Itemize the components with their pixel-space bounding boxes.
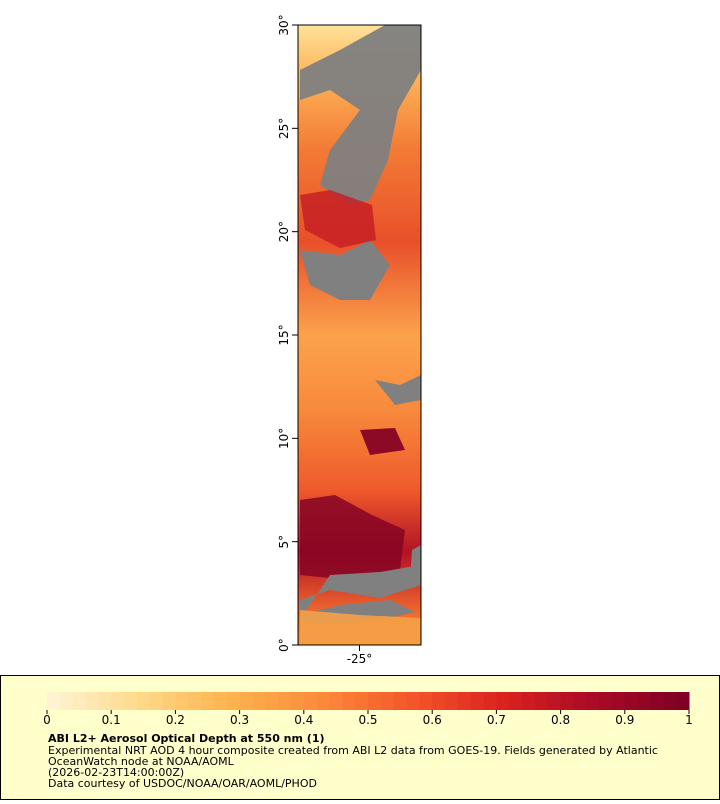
- colorbar-bin: [124, 692, 138, 710]
- colorbar-tick-label: 0.2: [166, 713, 185, 727]
- colorbar-bin: [213, 692, 228, 710]
- colorbar-bin: [432, 692, 446, 710]
- colorbar-bin: [509, 692, 523, 710]
- colorbar-bin: [457, 692, 472, 710]
- colorbar-bin: [329, 692, 343, 710]
- legend-line: Experimental NRT AOD 4 hour composite cr…: [48, 744, 658, 757]
- colorbar-bin: [47, 692, 61, 710]
- colorbar-bin: [136, 692, 151, 710]
- colorbar-bin: [252, 692, 266, 710]
- colorbar-tick-label: 0.6: [423, 713, 442, 727]
- colorbar-bin: [599, 692, 613, 710]
- legend-title: ABI L2+ Aerosol Optical Depth at 550 nm …: [48, 732, 325, 745]
- colorbar-bin: [547, 692, 562, 710]
- colorbar-bin: [611, 692, 626, 710]
- colorbar-tick-label: 0.1: [102, 713, 121, 727]
- lon-tick-label: -25°: [347, 652, 373, 666]
- colorbar-bin: [355, 692, 369, 710]
- colorbar-tick-label: 0.9: [615, 713, 634, 727]
- lat-tick-label: 25°: [277, 118, 291, 139]
- map-raster: [297, 24, 422, 646]
- lat-tick-label: 10°: [277, 428, 291, 449]
- colorbar-bin: [72, 692, 87, 710]
- colorbar-bin: [586, 692, 600, 710]
- colorbar-tick-label: 0: [43, 713, 51, 727]
- colorbar-bin: [483, 692, 497, 710]
- colorbar-bin: [624, 692, 639, 710]
- legend-line: OceanWatch node at NOAA/AOML: [48, 755, 235, 768]
- lat-tick-label: 5°: [277, 535, 291, 549]
- colorbar-bin: [419, 692, 433, 710]
- colorbar-bin: [560, 692, 574, 710]
- colorbar-bin: [573, 692, 587, 710]
- colorbar-bin: [98, 692, 112, 710]
- colorbar-bin: [522, 692, 536, 710]
- colorbar-tick-label: 1: [685, 713, 693, 727]
- colorbar-bin: [188, 692, 202, 710]
- colorbar-bin: [406, 692, 420, 710]
- lat-tick-label: 0°: [277, 638, 291, 652]
- colorbar-bin: [290, 692, 305, 710]
- colorbar-tick-label: 0.8: [551, 713, 570, 727]
- colorbar-bin: [393, 692, 408, 710]
- colorbar-bin: [162, 692, 176, 710]
- colorbar-bin: [239, 692, 253, 710]
- colorbar-bin: [278, 692, 292, 710]
- lat-tick-label: 20°: [277, 221, 291, 242]
- colorbar-bin: [265, 692, 279, 710]
- legend-line: (2026-02-23T14:00:00Z): [48, 766, 184, 779]
- colorbar-bin: [201, 692, 215, 710]
- colorbar-bin: [637, 692, 651, 710]
- lat-tick-label: 15°: [277, 324, 291, 345]
- colorbar-bin: [496, 692, 510, 710]
- colorbar-bin: [368, 692, 382, 710]
- colorbar-bin: [650, 692, 664, 710]
- colorbar-bin: [111, 692, 125, 710]
- colorbar-bin: [470, 692, 485, 710]
- colorbar-bin: [85, 692, 99, 710]
- legend-line: Data courtesy of USDOC/NOAA/OAR/AOML/PHO…: [48, 777, 317, 790]
- colorbar-bin: [149, 692, 164, 710]
- colorbar-bin: [342, 692, 356, 710]
- colorbar-bin: [175, 692, 189, 710]
- colorbar-bin: [445, 692, 459, 710]
- colorbar-bin: [303, 692, 318, 710]
- colorbar-bin: [663, 692, 677, 710]
- colorbar-bin: [59, 692, 74, 710]
- colorbar-bin: [226, 692, 241, 710]
- colorbar-tick-label: 0.3: [230, 713, 249, 727]
- colorbar-tick-label: 0.7: [487, 713, 506, 727]
- colorbar-bin: [380, 692, 395, 710]
- colorbar-bin: [316, 692, 330, 710]
- colorbar-bin: [676, 692, 690, 710]
- colorbar-tick-label: 0.4: [294, 713, 313, 727]
- lat-tick-label: 30°: [277, 14, 291, 35]
- colorbar-bin: [534, 692, 549, 710]
- colorbar-tick-label: 0.5: [358, 713, 377, 727]
